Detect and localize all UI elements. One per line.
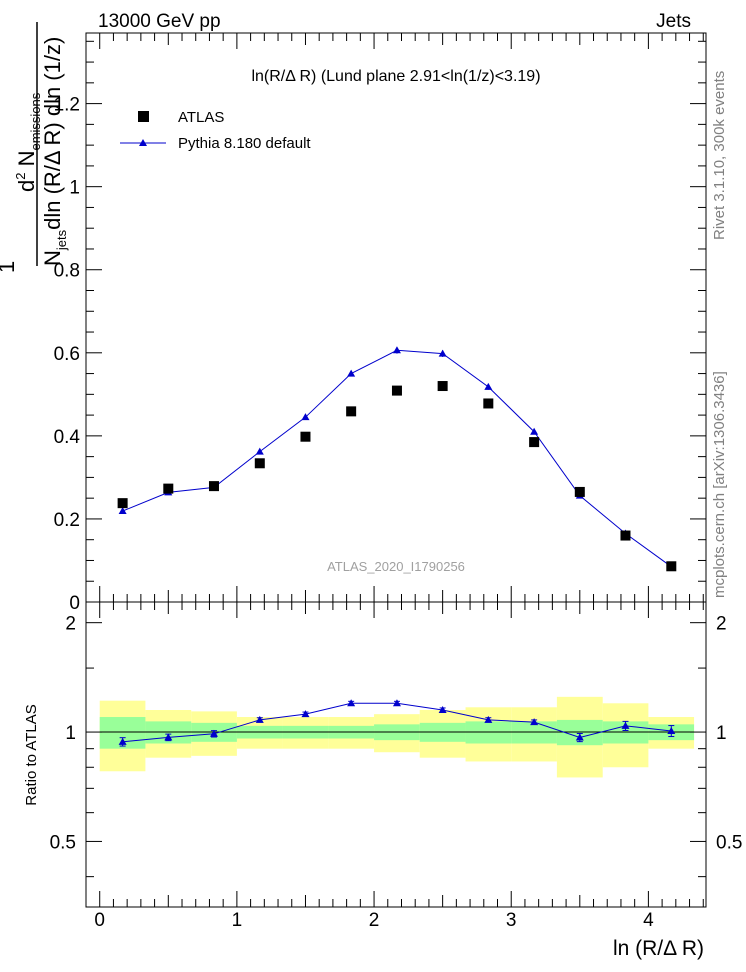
pythia-ratio-point <box>164 733 173 741</box>
pythia-main-line <box>122 349 672 568</box>
ratio-ytick-label: 1 <box>65 723 76 744</box>
ratio-ytick-label: 2 <box>65 614 76 635</box>
header-collision-label: 13000 GeV pp <box>98 11 221 32</box>
ratio-y-axis-label: Ratio to ATLAS <box>23 704 40 805</box>
atlas-main-series <box>117 381 677 572</box>
pythia-ratio-point <box>530 718 539 726</box>
pythia-ratio-series <box>118 699 676 747</box>
atlas-data-point <box>117 498 128 509</box>
pythia-ratio-point <box>575 733 584 741</box>
atlas-data-point <box>437 381 448 392</box>
legend-atlas-marker <box>138 111 149 122</box>
main-plot-title: ln(R/Δ R) (Lund plane 2.91<ln(1/z)<3.19) <box>251 68 540 85</box>
pythia-main-point <box>530 427 539 435</box>
pythia-ratio-point <box>484 715 493 723</box>
axis-tick-labels: 0 0.2 0.4 0.6 0.8 1 1.2 0 1 2 3 4 0.5 0.5 1 1 2 2 <box>50 95 743 931</box>
ratio-ytick-label-right: 1 <box>716 723 727 744</box>
ratio-uncertainty-bands <box>99 696 695 778</box>
pythia-ratio-point <box>301 710 310 718</box>
xtick-label: 0 <box>94 910 105 931</box>
ratio-ytick-label: 0.5 <box>50 832 76 853</box>
legend-atlas-label: ATLAS <box>178 109 224 126</box>
atlas-data-point <box>346 406 357 417</box>
pythia-ratio-point <box>667 726 676 734</box>
atlas-data-point <box>208 481 219 492</box>
x-axis-label: ln (R/Δ R) <box>613 937 704 960</box>
mcplots-reference-label: mcplots.cern.ch [arXiv:1306.3436] <box>711 371 728 598</box>
legend: ATLAS Pythia 8.180 default <box>120 109 311 152</box>
ratio-ytick-label-right: 2 <box>716 614 727 635</box>
pythia-ratio-point <box>347 699 356 707</box>
atlas-data-point <box>574 486 585 497</box>
pythia-main-point <box>438 349 447 357</box>
ylabel-one: 1 <box>0 261 19 273</box>
header-process-label: Jets <box>656 11 691 32</box>
xtick-label: 3 <box>506 910 517 931</box>
atlas-data-point <box>391 385 402 396</box>
pythia-ratio-point <box>118 737 127 745</box>
atlas-data-point <box>620 530 631 541</box>
pythia-main-point <box>347 369 356 377</box>
ylabel-numerator: d2 Nemissions <box>13 92 43 192</box>
axis-ticks <box>85 33 706 907</box>
pythia-ratio-point <box>438 705 447 713</box>
pythia-main-point <box>484 382 493 390</box>
main-ytick-label: 0.4 <box>54 427 81 448</box>
atlas-data-point <box>483 398 494 409</box>
legend-pythia-label: Pythia 8.180 default <box>178 135 311 152</box>
pythia-main-point <box>301 413 310 421</box>
main-ytick-label: 0.6 <box>54 344 80 365</box>
pythia-ratio-point <box>255 715 264 723</box>
main-ytick-label: 0 <box>69 593 80 614</box>
atlas-data-point <box>666 561 677 572</box>
ylabel-denominator: Njetsdln (R/Δ R) dln (1/z) <box>40 37 69 266</box>
atlas-data-point <box>163 483 174 494</box>
rivet-version-label: Rivet 3.1.10, 300k events <box>711 71 728 240</box>
xtick-label: 1 <box>232 910 243 931</box>
pythia-main-point <box>255 447 264 455</box>
atlas-data-point <box>529 437 540 448</box>
main-ytick-label: 1.2 <box>54 95 80 116</box>
legend-pythia-marker <box>139 139 147 146</box>
ratio-ytick-label-right: 0.5 <box>716 832 742 853</box>
xtick-label: 4 <box>643 910 654 931</box>
main-ytick-label: 0.2 <box>54 510 80 531</box>
main-ytick-label: 1 <box>69 178 80 199</box>
pythia-main-point <box>118 507 127 515</box>
atlas-data-point <box>254 458 265 469</box>
main-ytick-label: 0.8 <box>54 261 80 282</box>
pythia-main-point <box>392 346 401 354</box>
main-y-axis-label: d2 Nemissions 1 Njetsdln (R/Δ R) dln (1/… <box>0 22 69 273</box>
pythia-ratio-point <box>209 729 218 737</box>
pythia-ratio-point <box>621 721 630 729</box>
xtick-label: 2 <box>369 910 380 931</box>
pythia-main-series <box>118 346 676 570</box>
analysis-watermark: ATLAS_2020_I1790256 <box>327 559 465 574</box>
pythia-ratio-point <box>392 699 401 707</box>
atlas-data-point <box>300 431 311 442</box>
ratio-panel-frame <box>85 601 707 908</box>
